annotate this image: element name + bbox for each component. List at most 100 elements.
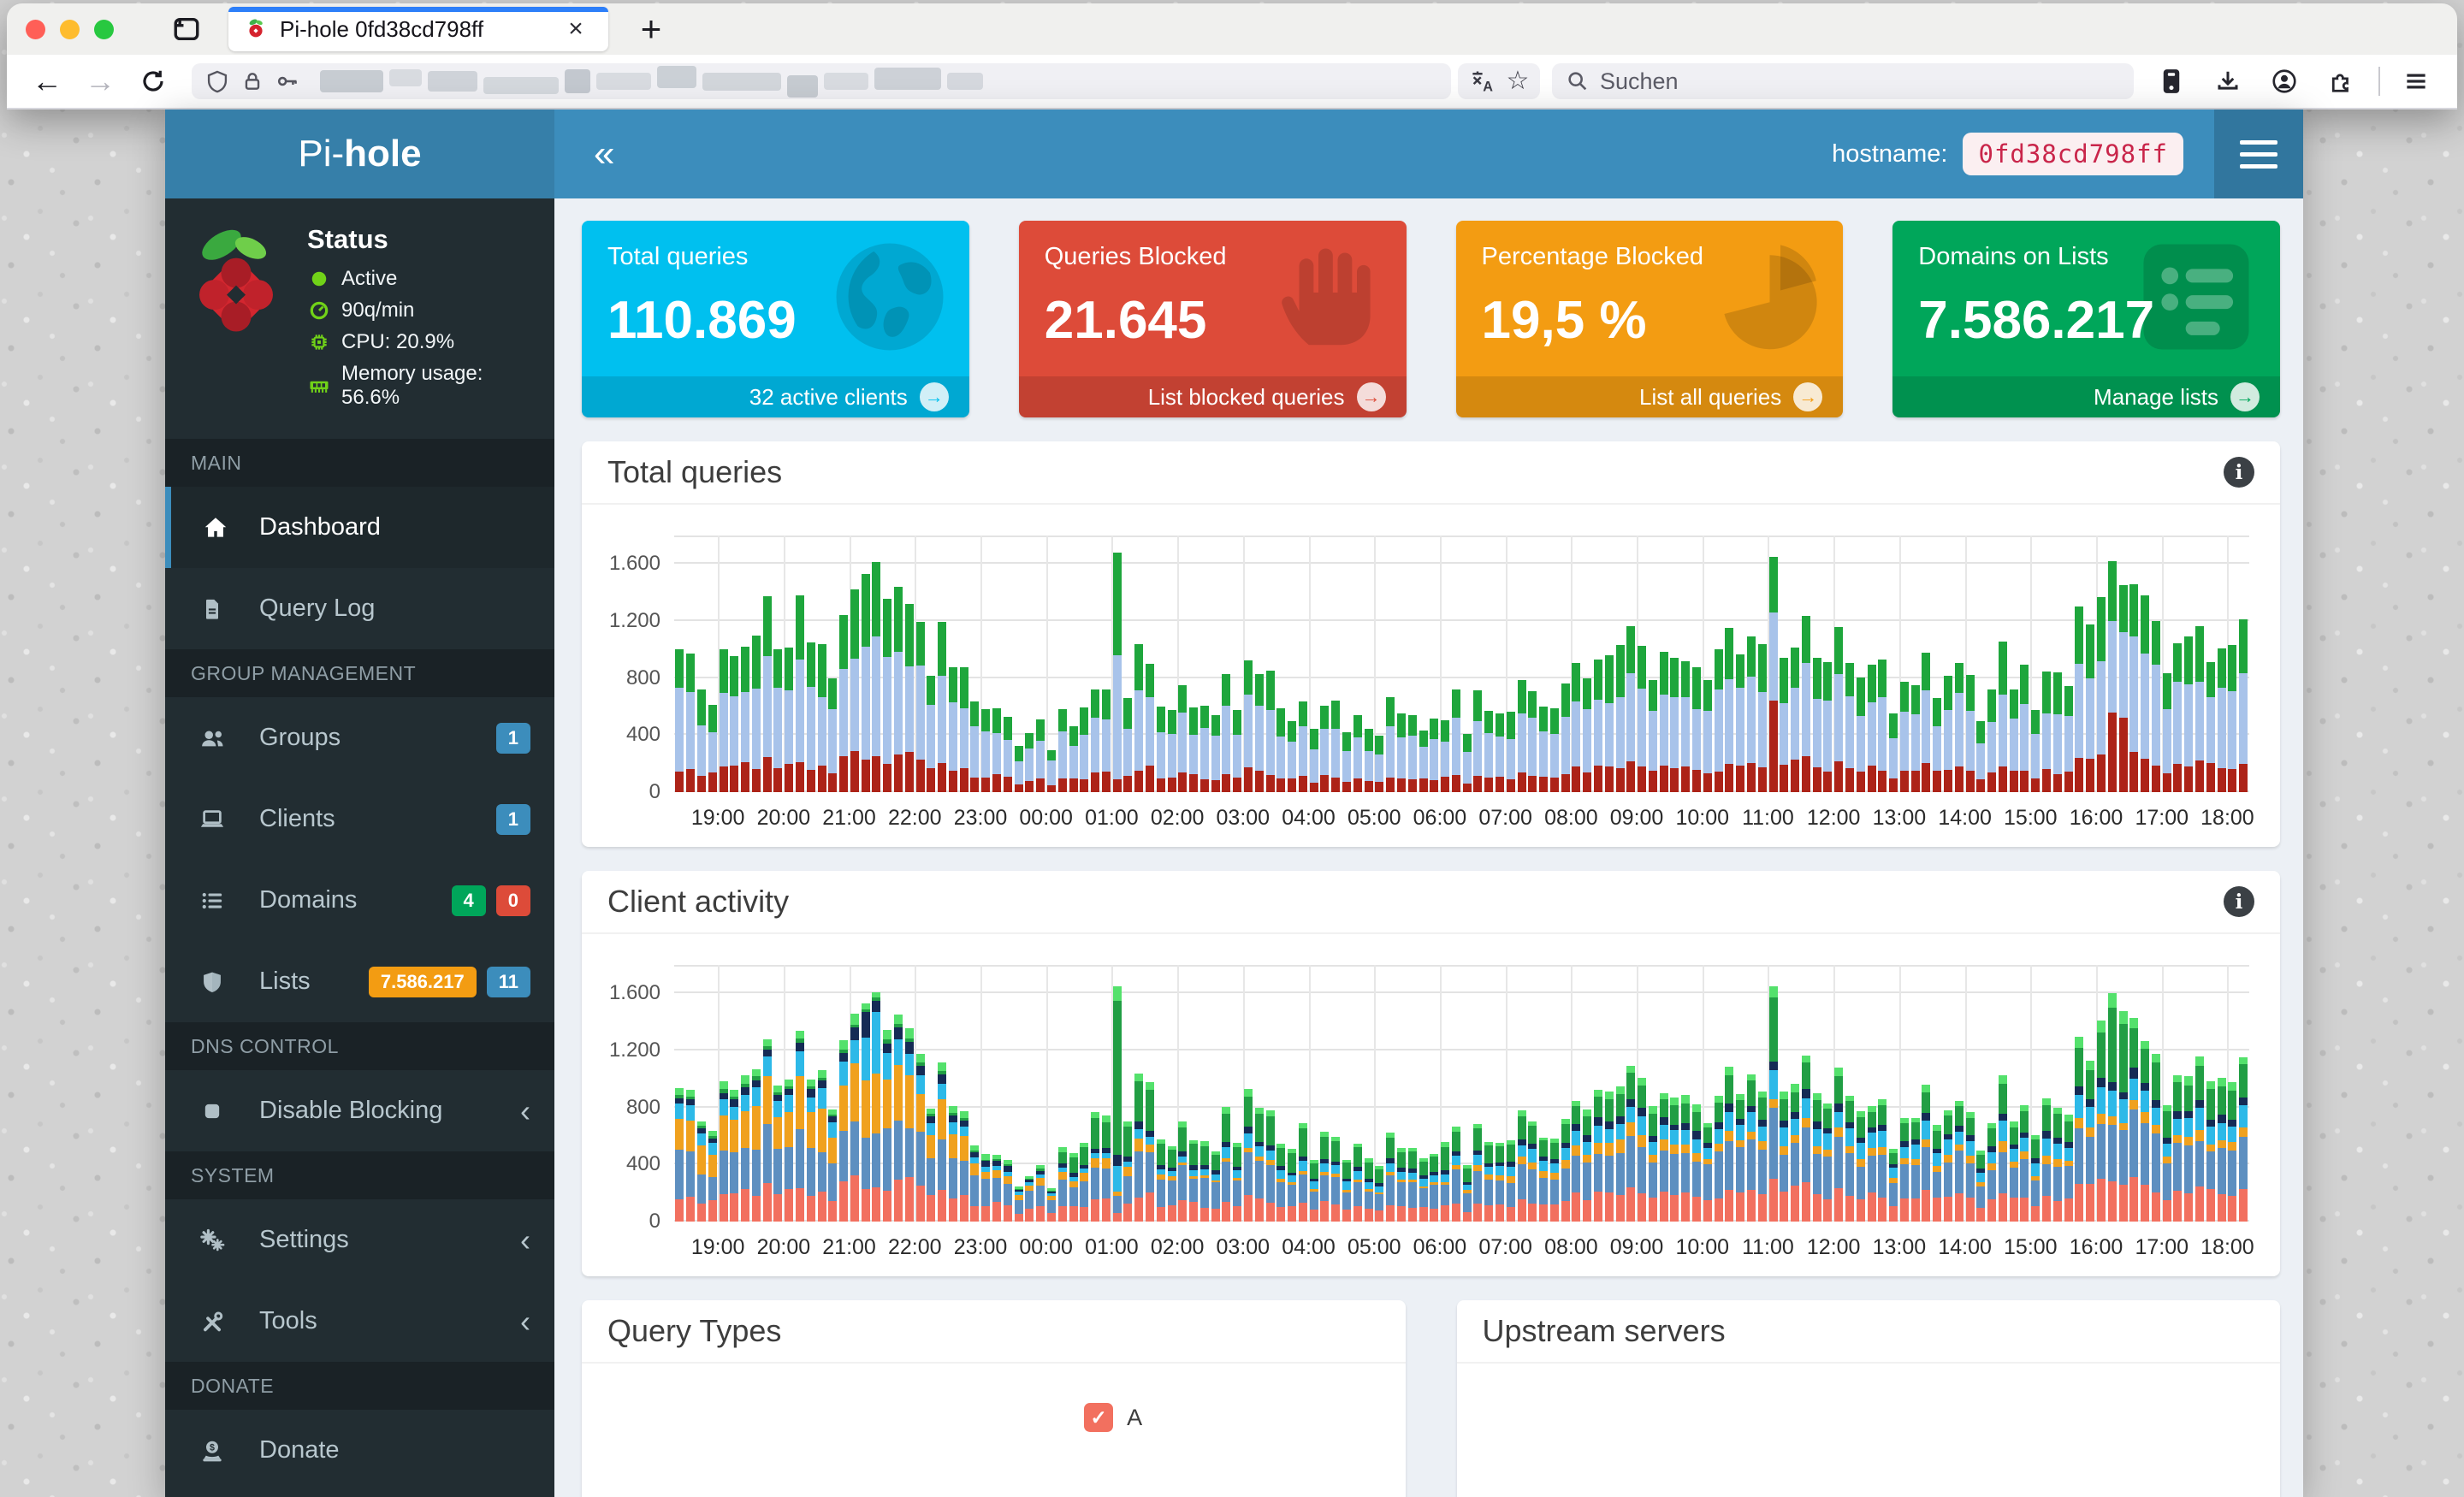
stacked-bar[interactable] [1156, 1139, 1165, 1222]
stacked-bar[interactable] [696, 1121, 706, 1222]
stacked-bar[interactable] [1692, 666, 1702, 792]
window-close-button[interactable] [26, 19, 45, 39]
sidebar-collapse-icon[interactable]: « [594, 133, 615, 175]
stacked-bar[interactable] [1506, 1139, 1515, 1222]
stacked-bar[interactable] [2162, 1105, 2171, 1222]
stacked-bar[interactable] [730, 1090, 739, 1222]
stacked-bar[interactable] [1080, 707, 1089, 792]
stacked-bar[interactable] [1473, 1123, 1483, 1222]
stacked-bar[interactable] [785, 1079, 794, 1222]
stacked-bar[interactable] [686, 1090, 696, 1222]
stacked-bar[interactable] [1899, 1117, 1909, 1222]
card-footer-link[interactable]: 32 active clients → [582, 376, 969, 417]
card-footer-link[interactable]: Manage lists → [1892, 376, 2280, 417]
stacked-bar[interactable] [1812, 657, 1821, 792]
stacked-bar[interactable] [1910, 684, 1920, 792]
stacked-bar[interactable] [1375, 1166, 1384, 1222]
stacked-bar[interactable] [1528, 1121, 1537, 1222]
stacked-bar[interactable] [2075, 606, 2084, 792]
stacked-bar[interactable] [1233, 1142, 1242, 1222]
stacked-bar[interactable] [2086, 1061, 2095, 1222]
stacked-bar[interactable] [1506, 712, 1515, 792]
stacked-bar[interactable] [1244, 660, 1253, 792]
stacked-bar[interactable] [2118, 1010, 2128, 1222]
stacked-bar[interactable] [1407, 1148, 1417, 1222]
stacked-bar[interactable] [1791, 1083, 1800, 1222]
stacked-bar[interactable] [2096, 597, 2106, 792]
stacked-bar[interactable] [730, 656, 739, 792]
reload-button[interactable] [133, 62, 173, 101]
stacked-bar[interactable] [1178, 684, 1188, 792]
stacked-bar[interactable] [1211, 1151, 1220, 1222]
stacked-bar[interactable] [1670, 1097, 1679, 1222]
stacked-bar[interactable] [1638, 646, 1647, 792]
stacked-bar[interactable] [1539, 707, 1549, 792]
stacked-bar[interactable] [1703, 1122, 1712, 1222]
stacked-bar[interactable] [751, 1068, 761, 1222]
stacked-bar[interactable] [1757, 644, 1767, 792]
stacked-bar[interactable] [904, 1028, 914, 1222]
stacked-bar[interactable] [1276, 707, 1286, 792]
stacked-bar[interactable] [2173, 643, 2183, 792]
stacked-bar[interactable] [1845, 663, 1854, 792]
stacked-bar[interactable] [904, 604, 914, 792]
stacked-bar[interactable] [894, 1014, 903, 1222]
stacked-bar[interactable] [1670, 658, 1679, 792]
stacked-bar[interactable] [1244, 1089, 1253, 1222]
stacked-bar[interactable] [959, 666, 968, 792]
stacked-bar[interactable] [806, 642, 815, 792]
stacked-bar[interactable] [1462, 1164, 1472, 1222]
stacked-bar[interactable] [1572, 1100, 1581, 1222]
info-icon[interactable]: i [2224, 886, 2254, 917]
stacked-bar[interactable] [981, 1154, 991, 1222]
stacked-bar[interactable] [1353, 715, 1362, 792]
stacked-bar[interactable] [981, 708, 991, 792]
stacked-bar[interactable] [1014, 1186, 1023, 1222]
stacked-bar[interactable] [2206, 662, 2215, 792]
stacked-bar[interactable] [1080, 1142, 1089, 1222]
stacked-bar[interactable] [1222, 674, 1231, 792]
stacked-bar[interactable] [1976, 1151, 1986, 1222]
translate-icon[interactable]: A [1469, 68, 1495, 94]
stacked-bar[interactable] [2129, 583, 2139, 792]
stacked-bar[interactable] [927, 676, 936, 792]
stacked-bar[interactable] [1823, 1103, 1833, 1222]
stacked-bar[interactable] [2075, 1037, 2084, 1222]
stacked-bar[interactable] [2151, 1054, 2160, 1222]
stacked-bar[interactable] [1123, 698, 1133, 792]
stacked-bar[interactable] [1681, 1095, 1691, 1222]
stacked-bar[interactable] [2009, 689, 2018, 792]
sidebar-item-query-log[interactable]: Query Log [165, 568, 554, 649]
stacked-bar[interactable] [773, 1085, 783, 1222]
stacked-bar[interactable] [1549, 1138, 1559, 1222]
stacked-bar[interactable] [1199, 706, 1209, 792]
stacked-bar[interactable] [1801, 1056, 1810, 1222]
shield-icon[interactable] [205, 69, 229, 93]
device-icon[interactable] [2151, 61, 2192, 102]
key-icon[interactable] [275, 69, 299, 93]
sidebar-item-disable-blocking[interactable]: Disable Blocking ‹ [165, 1070, 554, 1151]
stacked-bar[interactable] [1451, 1127, 1460, 1222]
stacked-bar[interactable] [1178, 1121, 1188, 1222]
stacked-bar[interactable] [2052, 672, 2062, 792]
stacked-bar[interactable] [1944, 675, 1953, 792]
stacked-bar[interactable] [1889, 1148, 1898, 1222]
stacked-bar[interactable] [1309, 728, 1318, 792]
stacked-bar[interactable] [1156, 707, 1165, 792]
stacked-bar[interactable] [1134, 1074, 1144, 1222]
stacked-bar[interactable] [2107, 561, 2117, 792]
sidebar-item-tools[interactable]: Tools ‹ [165, 1281, 554, 1362]
stacked-bar[interactable] [1954, 1101, 1964, 1222]
stacked-bar[interactable] [1276, 1143, 1286, 1222]
stacked-bar[interactable] [1583, 677, 1592, 792]
stacked-bar[interactable] [948, 1105, 957, 1222]
stacked-bar[interactable] [2162, 673, 2171, 792]
stacked-bar[interactable] [1419, 1157, 1428, 1222]
stacked-bar[interactable] [1878, 659, 1887, 792]
window-zoom-button[interactable] [94, 19, 114, 39]
stacked-bar[interactable] [2184, 636, 2194, 792]
stacked-bar[interactable] [1659, 652, 1668, 792]
stacked-bar[interactable] [1714, 649, 1723, 792]
stacked-bar[interactable] [861, 574, 870, 792]
stacked-bar[interactable] [1091, 1111, 1100, 1222]
